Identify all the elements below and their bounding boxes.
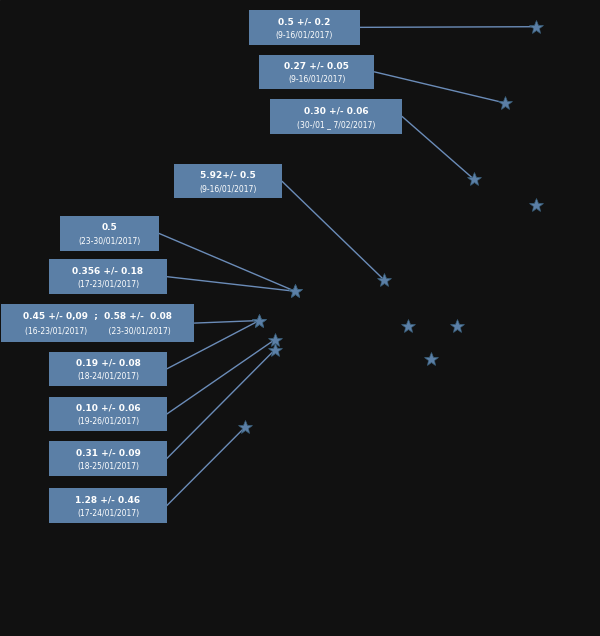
Text: (16-23/01/2017)         (23-30/01/2017): (16-23/01/2017) (23-30/01/2017): [25, 328, 170, 336]
FancyBboxPatch shape: [270, 99, 402, 134]
Text: (17-24/01/2017): (17-24/01/2017): [77, 509, 139, 518]
Text: (9-16/01/2017): (9-16/01/2017): [276, 31, 333, 39]
Text: (19-26/01/2017): (19-26/01/2017): [77, 417, 139, 426]
Text: 0.31 +/- 0.09: 0.31 +/- 0.09: [76, 448, 140, 457]
FancyBboxPatch shape: [49, 441, 167, 476]
Text: (30-/01 _ 7/02/2017): (30-/01 _ 7/02/2017): [297, 120, 375, 128]
FancyBboxPatch shape: [249, 10, 360, 45]
Text: 0.45 +/- 0,09  ;  0.58 +/-  0.08: 0.45 +/- 0,09 ; 0.58 +/- 0.08: [23, 312, 172, 321]
FancyBboxPatch shape: [49, 397, 167, 431]
Text: (18-24/01/2017): (18-24/01/2017): [77, 372, 139, 381]
Text: 5.92+/- 0.5: 5.92+/- 0.5: [200, 171, 256, 180]
Text: 0.27 +/- 0.05: 0.27 +/- 0.05: [284, 62, 349, 71]
Text: (17-23/01/2017): (17-23/01/2017): [77, 280, 139, 289]
Text: 0.30 +/- 0.06: 0.30 +/- 0.06: [304, 106, 368, 115]
Text: 0.10 +/- 0.06: 0.10 +/- 0.06: [76, 404, 140, 413]
Text: (23-30/01/2017): (23-30/01/2017): [79, 237, 140, 245]
FancyBboxPatch shape: [259, 55, 374, 89]
FancyBboxPatch shape: [60, 216, 159, 251]
Text: 0.19 +/- 0.08: 0.19 +/- 0.08: [76, 359, 140, 368]
FancyBboxPatch shape: [49, 259, 167, 294]
FancyBboxPatch shape: [49, 488, 167, 523]
Text: 0.5 +/- 0.2: 0.5 +/- 0.2: [278, 17, 331, 26]
FancyBboxPatch shape: [49, 352, 167, 386]
FancyBboxPatch shape: [174, 164, 282, 198]
Text: 0.356 +/- 0.18: 0.356 +/- 0.18: [73, 266, 143, 275]
Text: (9-16/01/2017): (9-16/01/2017): [288, 75, 346, 84]
FancyBboxPatch shape: [1, 304, 194, 342]
Text: 0.5: 0.5: [101, 223, 118, 232]
Text: (9-16/01/2017): (9-16/01/2017): [199, 184, 257, 193]
Text: 1.28 +/- 0.46: 1.28 +/- 0.46: [76, 495, 140, 504]
Text: (18-25/01/2017): (18-25/01/2017): [77, 462, 139, 471]
